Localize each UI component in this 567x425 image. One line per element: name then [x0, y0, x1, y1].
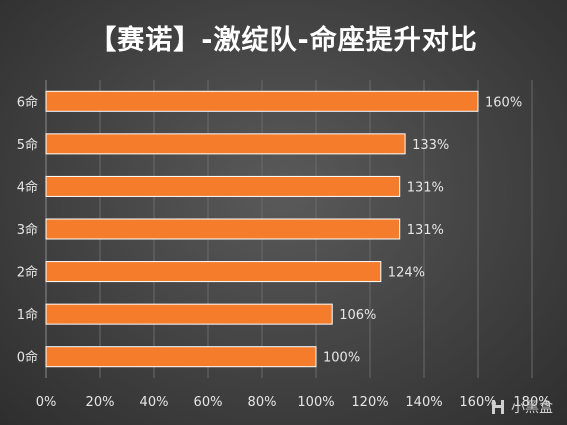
bar [45, 90, 479, 112]
bar [45, 346, 317, 368]
data-label: 131% [407, 223, 444, 238]
y-tick-label: 2命 [17, 265, 38, 281]
y-tick-label: 0命 [17, 350, 38, 366]
bar [45, 303, 333, 325]
x-tick-label: 160% [459, 395, 496, 410]
bar [45, 175, 401, 197]
watermark-text: 小黑盒 [511, 400, 553, 416]
x-tick-label: 80% [248, 395, 277, 410]
x-tick-label: 60% [194, 395, 223, 410]
data-label: 106% [339, 308, 376, 323]
chart-title: 【赛诺】-激绽队-命座提升对比 [89, 25, 478, 56]
bar [45, 133, 406, 155]
data-label: 160% [485, 95, 522, 110]
y-tick-label: 6命 [17, 94, 38, 110]
bar [45, 261, 382, 283]
y-tick-label: 1命 [17, 307, 38, 323]
data-label: 133% [412, 138, 449, 153]
heybox-logo-icon [492, 400, 504, 414]
x-tick-label: 100% [297, 395, 334, 410]
x-tick-label: 180% [513, 395, 550, 410]
x-tick-label: 20% [86, 395, 115, 410]
x-tick-label: 0% [36, 395, 57, 410]
bar [45, 218, 401, 240]
x-tick-label: 140% [405, 395, 442, 410]
data-label: 100% [323, 351, 360, 366]
x-tick-label: 120% [351, 395, 388, 410]
data-label: 124% [388, 266, 425, 281]
y-tick-label: 4命 [17, 179, 38, 195]
x-tick-label: 40% [140, 395, 169, 410]
y-tick-label: 5命 [17, 137, 38, 153]
watermark: 小黑盒 [489, 397, 553, 417]
y-tick-label: 3命 [17, 222, 38, 238]
data-label: 131% [407, 180, 444, 195]
